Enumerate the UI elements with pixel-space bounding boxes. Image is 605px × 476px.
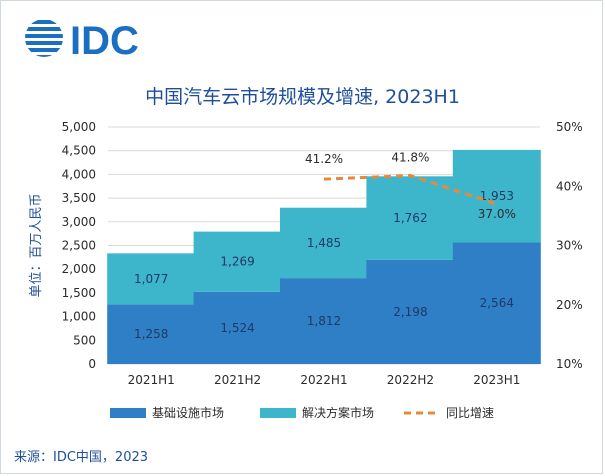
y-tick-label: 3,000 bbox=[62, 215, 96, 229]
bar-label-infrastructure: 2,198 bbox=[393, 305, 427, 319]
bar-solutions bbox=[193, 231, 282, 292]
bar-label-infrastructure: 1,524 bbox=[220, 321, 254, 335]
bar-solutions bbox=[452, 149, 541, 243]
idc-logo: IDC bbox=[25, 19, 139, 62]
y-tick-label: 500 bbox=[73, 333, 96, 347]
bar-infrastructure bbox=[107, 304, 196, 364]
legend-label-growth: 同比增速 bbox=[446, 406, 494, 420]
y2-tick-label: 10% bbox=[556, 357, 583, 371]
idc-logo-text: IDC bbox=[70, 19, 139, 62]
bar-label-infrastructure: 2,564 bbox=[480, 296, 514, 310]
y-tick-label: 5,000 bbox=[62, 120, 96, 134]
y2-tick-label: 30% bbox=[556, 239, 583, 253]
bar-infrastructure bbox=[452, 242, 541, 364]
x-tick-label: 2023H1 bbox=[473, 373, 520, 387]
growth-label: 41.2% bbox=[305, 152, 343, 166]
bar-infrastructure bbox=[366, 259, 455, 364]
chart-title: 中国汽车云市场规模及增速, 2023H1 bbox=[145, 86, 460, 108]
legend-swatch-infrastructure bbox=[110, 408, 146, 418]
y-tick-label: 4,500 bbox=[62, 144, 96, 158]
y-tick-label: 1,000 bbox=[62, 310, 96, 324]
bar-label-infrastructure: 1,258 bbox=[134, 327, 168, 341]
legend-label-infrastructure: 基础设施市场 bbox=[152, 405, 224, 420]
y2-tick-label: 40% bbox=[556, 179, 583, 193]
y-axis-label: 单位：百万人民币 bbox=[29, 193, 44, 297]
growth-line bbox=[323, 174, 498, 206]
bar-label-solutions: 1,762 bbox=[393, 211, 427, 225]
globe-icon bbox=[25, 20, 63, 57]
bar-solutions bbox=[280, 207, 368, 279]
legend-label-solutions: 解决方案市场 bbox=[302, 405, 374, 420]
x-tick-label: 2022H2 bbox=[387, 373, 434, 387]
y-tick-label: 2,500 bbox=[62, 239, 96, 253]
x-tick-label: 2022H1 bbox=[300, 373, 347, 387]
bar-infrastructure bbox=[280, 278, 368, 364]
legend-swatch-solutions bbox=[260, 408, 296, 418]
y2-tick-label: 20% bbox=[556, 298, 583, 312]
x-tick-label: 2021H1 bbox=[128, 373, 175, 387]
y-tick-label: 0 bbox=[88, 357, 96, 371]
growth-label: 37.0% bbox=[478, 207, 516, 221]
y-tick-label: 1,500 bbox=[62, 286, 96, 300]
y-tick-label: 2,000 bbox=[62, 262, 96, 276]
bar-solutions bbox=[107, 253, 196, 305]
growth-label: 41.8% bbox=[391, 151, 429, 165]
source-note: 来源：IDC中国，2023 bbox=[14, 450, 149, 465]
bar-label-solutions: 1,485 bbox=[307, 236, 341, 250]
bar-label-solutions: 1,269 bbox=[220, 255, 254, 269]
x-tick-label: 2021H2 bbox=[214, 373, 261, 387]
bar-label-solutions: 1,077 bbox=[134, 272, 168, 286]
bar-solutions bbox=[366, 176, 455, 260]
y-tick-label: 4,000 bbox=[62, 167, 96, 181]
bar-label-solutions: 1,953 bbox=[480, 189, 514, 203]
bar-label-infrastructure: 1,812 bbox=[307, 314, 341, 328]
y-tick-label: 3,500 bbox=[62, 191, 96, 205]
y2-tick-label: 50% bbox=[556, 120, 583, 134]
bar-infrastructure bbox=[193, 291, 282, 364]
